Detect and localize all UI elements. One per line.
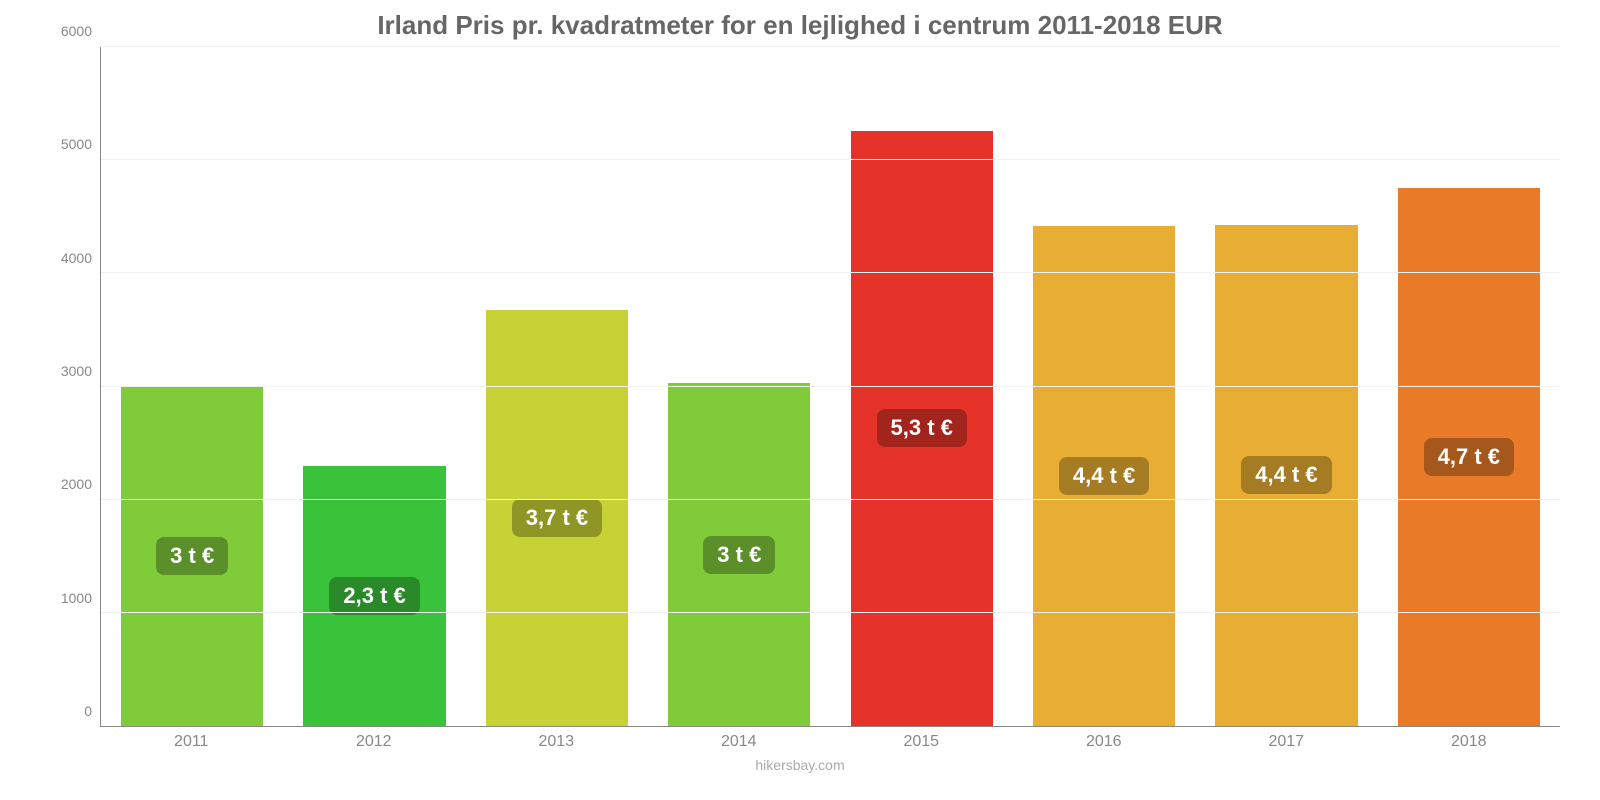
y-axis: 0100020003000400050006000: [40, 47, 100, 727]
gridline: [101, 159, 1560, 160]
bar: 4,4 t €: [1033, 226, 1175, 726]
gridline: [101, 46, 1560, 47]
bar-slot: 3 t €: [648, 47, 830, 726]
bar-value-label: 5,3 t €: [877, 409, 967, 447]
bar-value-label: 3 t €: [156, 537, 228, 575]
y-tick-label: 4000: [61, 250, 92, 266]
x-tick-label: 2017: [1195, 727, 1378, 757]
bar-slot: 5,3 t €: [831, 47, 1013, 726]
bar-slot: 4,4 t €: [1195, 47, 1377, 726]
y-tick-label: 1000: [61, 590, 92, 606]
bar-value-label: 4,7 t €: [1424, 438, 1514, 476]
chart-footer: hikersbay.com: [40, 757, 1560, 773]
x-axis: 20112012201320142015201620172018: [100, 727, 1560, 757]
bar: 5,3 t €: [851, 131, 993, 726]
chart-container: Irland Pris pr. kvadratmeter for en lejl…: [0, 0, 1600, 800]
bar-slot: 3,7 t €: [466, 47, 648, 726]
bar: 2,3 t €: [303, 466, 445, 726]
x-tick-label: 2018: [1378, 727, 1561, 757]
bar: 3 t €: [121, 387, 263, 727]
plot-area: 3 t € 2,3 t € 3,7 t € 3 t € 5,3 t € 4,4 t € 4,…: [100, 47, 1560, 727]
bar-slot: 2,3 t €: [283, 47, 465, 726]
x-tick-label: 2012: [283, 727, 466, 757]
bar-value-label: 2,3 t €: [329, 577, 419, 615]
bar: 3 t €: [668, 383, 810, 726]
y-tick-label: 6000: [61, 23, 92, 39]
bar-value-label: 3,7 t €: [512, 499, 602, 537]
x-tick-label: 2015: [830, 727, 1013, 757]
chart-title: Irland Pris pr. kvadratmeter for en lejl…: [40, 10, 1560, 41]
gridline: [101, 272, 1560, 273]
bar: 4,7 t €: [1398, 188, 1540, 726]
bar: 3,7 t €: [486, 310, 628, 726]
bars-container: 3 t € 2,3 t € 3,7 t € 3 t € 5,3 t € 4,4 t € 4,…: [101, 47, 1560, 726]
gridline: [101, 499, 1560, 500]
plot-row: 0100020003000400050006000 3 t €2,3 t €3,…: [40, 47, 1560, 727]
y-tick-label: 0: [84, 703, 92, 719]
y-tick-label: 5000: [61, 136, 92, 152]
bar-value-label: 4,4 t €: [1241, 456, 1331, 494]
x-tick-label: 2013: [465, 727, 648, 757]
bar-slot: 4,4 t €: [1013, 47, 1195, 726]
bar-value-label: 3 t €: [703, 536, 775, 574]
x-tick-label: 2011: [100, 727, 283, 757]
bar-slot: 3 t €: [101, 47, 283, 726]
gridline: [101, 612, 1560, 613]
y-tick-label: 3000: [61, 363, 92, 379]
bar: 4,4 t €: [1215, 225, 1357, 726]
bar-value-label: 4,4 t €: [1059, 457, 1149, 495]
gridline: [101, 386, 1560, 387]
x-tick-label: 2014: [648, 727, 831, 757]
y-tick-label: 2000: [61, 476, 92, 492]
x-tick-label: 2016: [1013, 727, 1196, 757]
bar-slot: 4,7 t €: [1378, 47, 1560, 726]
